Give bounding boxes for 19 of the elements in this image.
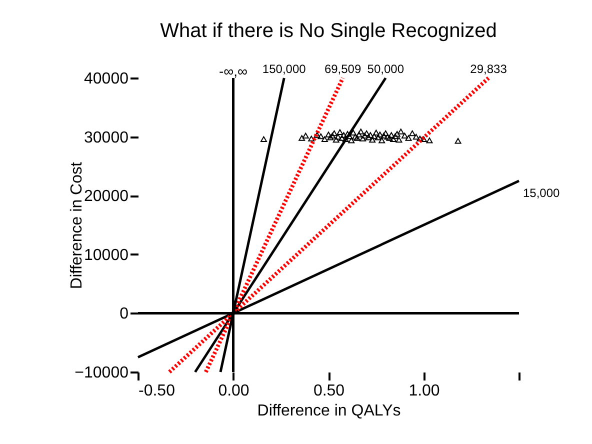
x-tick-label: 0.50	[313, 382, 345, 400]
series-label: 15,000	[523, 186, 560, 200]
ref-line-label: -∞,∞	[218, 63, 248, 79]
series-label: 150,000	[262, 62, 306, 76]
x-tick-label: -0.50	[138, 382, 176, 400]
y-tick-label: 10000	[84, 246, 129, 264]
y-axis-title: Difference in Cost	[68, 162, 86, 289]
y-tick-label: 0	[120, 306, 129, 323]
chart-title: What if there is No Single Recognized	[160, 20, 497, 42]
x-tick-label: 1.00	[408, 382, 440, 400]
series-label: 29,833	[470, 62, 508, 76]
y-tick-label: 40000	[84, 70, 129, 88]
x-tick-label: 0.00	[218, 382, 250, 400]
y-tick-label: 20000	[84, 188, 129, 206]
y-tick-label: 30000	[84, 129, 129, 146]
y-tick-label: −10000	[74, 364, 129, 382]
x-axis-title: Difference in QALYs	[257, 402, 401, 420]
series-label: 50,000	[367, 62, 404, 76]
series-label: 69,509	[324, 62, 362, 76]
